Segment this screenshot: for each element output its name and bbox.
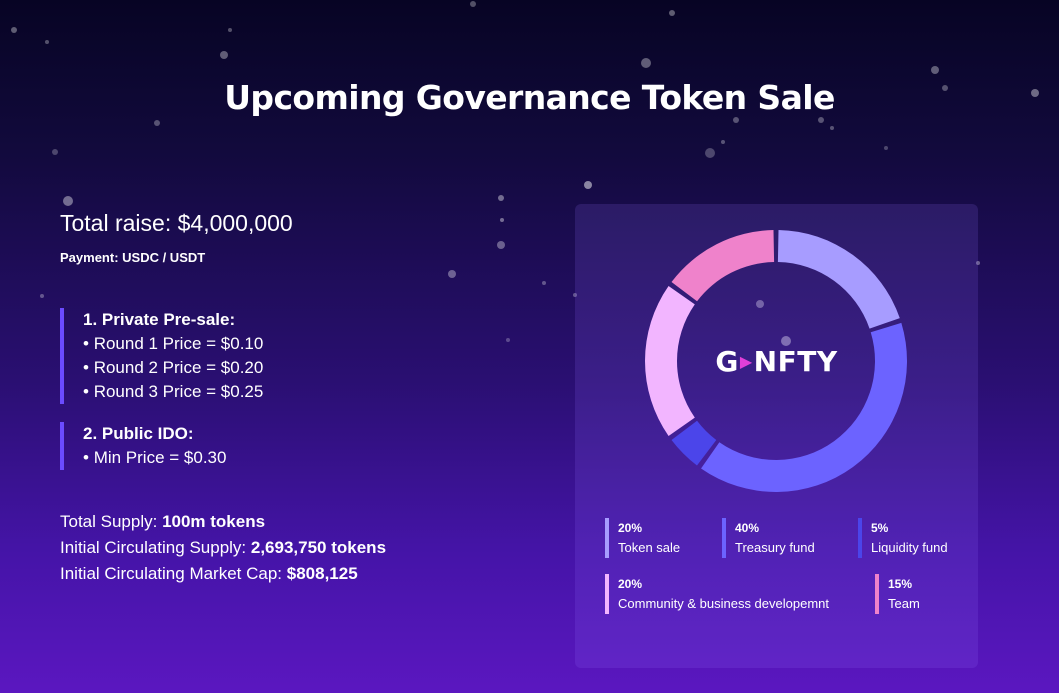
private-presale-block: 1. Private Pre-sale: • Round 1 Price = $… — [60, 308, 263, 404]
legend-percent: 15% — [888, 577, 913, 591]
bullet: • — [83, 448, 89, 467]
market-cap-line: Initial Circulating Market Cap: $808,125 — [60, 561, 386, 587]
legend-item-liquidity-fund: 5% Liquidity fund — [858, 518, 948, 558]
total-raise: Total raise: $4,000,000 — [60, 210, 293, 236]
price-round-text: Min Price = $0.30 — [93, 448, 227, 467]
private-presale-heading: 1. Private Pre-sale: — [83, 310, 236, 329]
bullet: • — [83, 358, 89, 377]
donut-slice-token-sale — [777, 230, 900, 329]
legend-label: Treasury fund — [735, 540, 815, 555]
play-icon: ▶ — [739, 352, 753, 371]
total-supply-line: Total Supply: 100m tokens — [60, 509, 386, 535]
token-allocation-donut — [645, 230, 907, 492]
page-title: Upcoming Governance Token Sale — [224, 78, 835, 117]
legend-item-community: 20% Community & business developemnt — [605, 574, 829, 614]
price-round-item: • Min Price = $0.30 — [83, 446, 226, 470]
donut-slice-community — [645, 286, 695, 436]
market-cap-value: $808,125 — [286, 564, 358, 583]
bullet: • — [83, 334, 89, 353]
price-round-item: • Round 3 Price = $0.25 — [83, 380, 263, 404]
legend-percent: 40% — [735, 521, 760, 535]
price-round-text: Round 1 Price = $0.10 — [93, 334, 264, 353]
payment-methods: Payment: USDC / USDT — [60, 250, 206, 265]
legend-item-token-sale: 20% Token sale — [605, 518, 680, 558]
donut-slice-liquidity-fund — [671, 420, 717, 466]
supply-summary: Total Supply: 100m tokens Initial Circul… — [60, 509, 386, 587]
tokenomics-card: G▶NFTY 20% Token sale 40% Treasury fund … — [575, 204, 978, 668]
bullet: • — [83, 382, 89, 401]
public-ido-block: 2. Public IDO: • Min Price = $0.30 — [60, 422, 226, 470]
legend-label: Liquidity fund — [871, 540, 948, 555]
logo-text-suffix: NFTY — [753, 345, 838, 378]
price-round-item: • Round 1 Price = $0.10 — [83, 332, 263, 356]
legend-item-treasury-fund: 40% Treasury fund — [722, 518, 815, 558]
total-supply-value: 100m tokens — [162, 512, 266, 531]
price-round-text: Round 3 Price = $0.25 — [93, 382, 264, 401]
total-supply-label: Total Supply: — [60, 512, 163, 531]
legend-item-team: 15% Team — [875, 574, 920, 614]
circulating-supply-value: 2,693,750 tokens — [250, 538, 387, 557]
public-ido-heading: 2. Public IDO: — [83, 424, 194, 443]
legend-label: Token sale — [618, 540, 681, 555]
legend-percent: 5% — [871, 521, 889, 535]
donut-slice-team — [671, 230, 775, 302]
legend-label: Community & business developemnt — [618, 596, 829, 611]
legend-percent: 20% — [618, 577, 643, 591]
market-cap-label: Initial Circulating Market Cap: — [60, 564, 287, 583]
price-round-item: • Round 2 Price = $0.20 — [83, 356, 263, 380]
circulating-supply-line: Initial Circulating Supply: 2,693,750 to… — [60, 535, 386, 561]
price-round-text: Round 2 Price = $0.20 — [93, 358, 264, 377]
gonfty-logo: G▶NFTY — [575, 345, 978, 378]
logo-text-prefix: G — [715, 345, 739, 378]
legend-percent: 20% — [618, 521, 643, 535]
circulating-supply-label: Initial Circulating Supply: — [60, 538, 251, 557]
donut-slice-treasury-fund — [701, 322, 907, 492]
legend-label: Team — [888, 596, 920, 611]
